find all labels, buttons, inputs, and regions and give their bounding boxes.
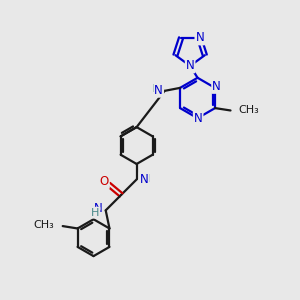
Text: H: H [152, 84, 160, 94]
Text: N: N [195, 32, 204, 44]
Text: N: N [194, 112, 203, 125]
Text: N: N [212, 80, 221, 93]
Text: H: H [91, 208, 100, 218]
Text: N: N [94, 202, 103, 215]
Text: N: N [154, 84, 163, 97]
Text: N: N [186, 59, 194, 72]
Text: H: H [142, 174, 150, 184]
Text: N: N [140, 173, 148, 186]
Text: O: O [100, 175, 109, 188]
Text: CH₃: CH₃ [34, 220, 54, 230]
Text: CH₃: CH₃ [239, 106, 260, 116]
